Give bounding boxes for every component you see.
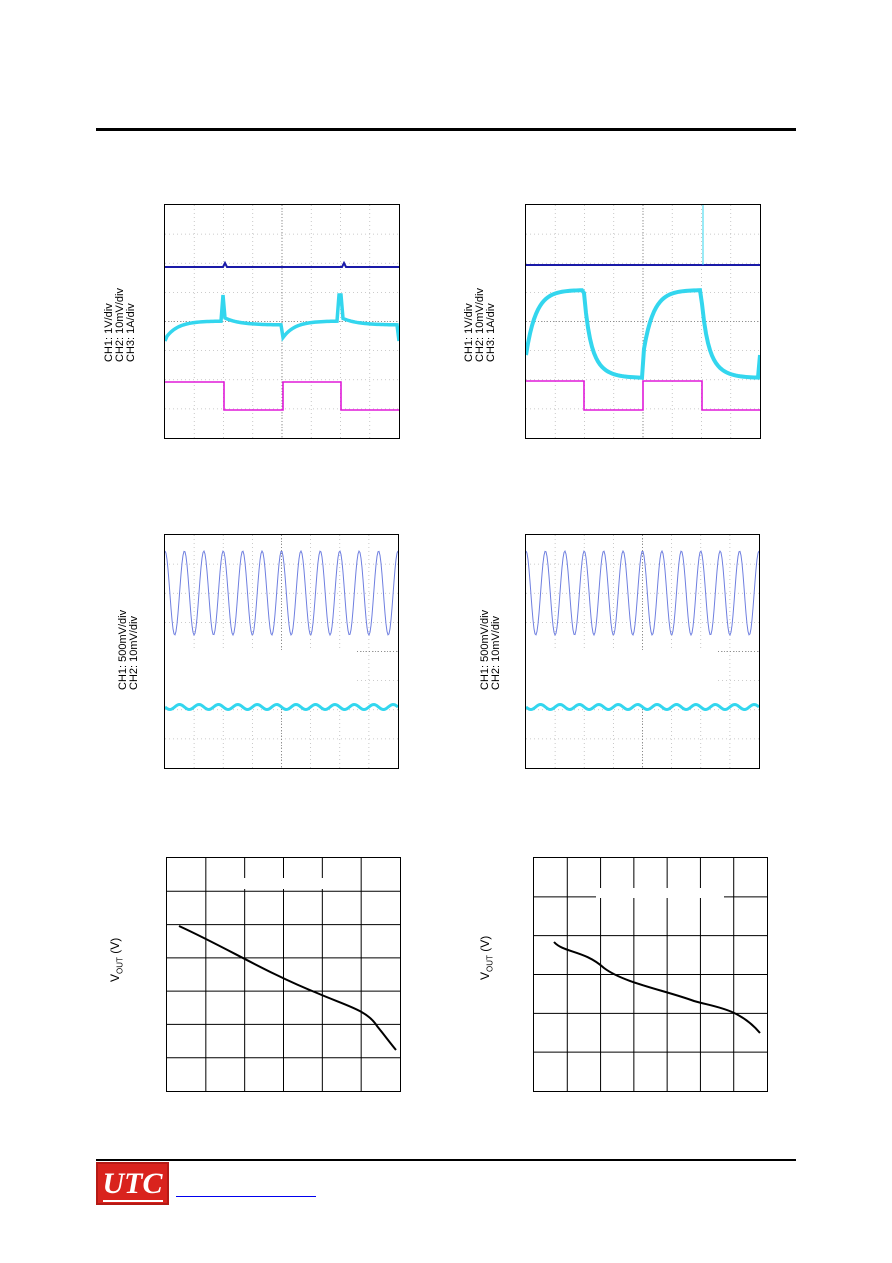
ch2-scale: CH2: 10mV/div [128,616,140,690]
ch2-trace [165,293,399,342]
website-link[interactable] [176,1196,316,1197]
ch3-trace [526,380,760,411]
ripple-rejection-scope-right [525,534,760,769]
scope-screen [165,535,398,768]
scope-screen [526,535,759,768]
header-rule [96,128,796,131]
vout-curve [553,941,761,1034]
ch2-trace [526,288,760,380]
logo-text: UTC [102,1167,163,1202]
scope-channel-label: CH1: 500mV/div CH2: 10mV/div [479,610,502,690]
ch1-sine-trace [526,549,759,637]
scope-channel-label: CH1: 1V/div CH2: 10mV/div CH3: 1A/div [463,288,497,362]
scope-channel-label: CH1: 500mV/div CH2: 10mV/div [117,610,140,690]
ch3-trace [165,381,399,411]
utc-logo: UTC [96,1162,169,1205]
load-transient-scope-right [525,204,761,439]
scope-channel-label: CH1: 1V/div CH2: 10mV/div CH3: 1A/div [103,288,137,362]
graph-y-axis-label: VOUT (V) [478,935,495,980]
ch3-scale: CH3: 1A/div [125,303,137,362]
ch2-scale: CH2: 10mV/div [490,616,502,690]
graph-plot [167,858,400,1091]
graph-plot [534,858,767,1091]
ch3-scale: CH3: 1A/div [485,303,497,362]
footer-rule [96,1159,796,1161]
ch1-sine-trace [165,549,398,637]
ch2-ripple-trace [165,702,398,712]
ripple-rejection-scope-left [164,534,399,769]
scope-screen [165,205,399,438]
vout-curve [178,925,397,1051]
graph-y-axis-label: VOUT (V) [108,937,125,982]
vout-graph-left [166,857,401,1092]
ch2-ripple-trace [526,702,759,712]
ch1-trace [165,260,399,268]
vout-graph-right [533,857,768,1092]
scope-screen [526,205,760,438]
load-transient-scope-left [164,204,400,439]
